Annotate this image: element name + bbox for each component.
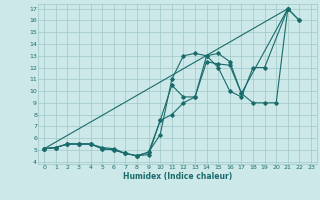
X-axis label: Humidex (Indice chaleur): Humidex (Indice chaleur) [123,172,232,181]
